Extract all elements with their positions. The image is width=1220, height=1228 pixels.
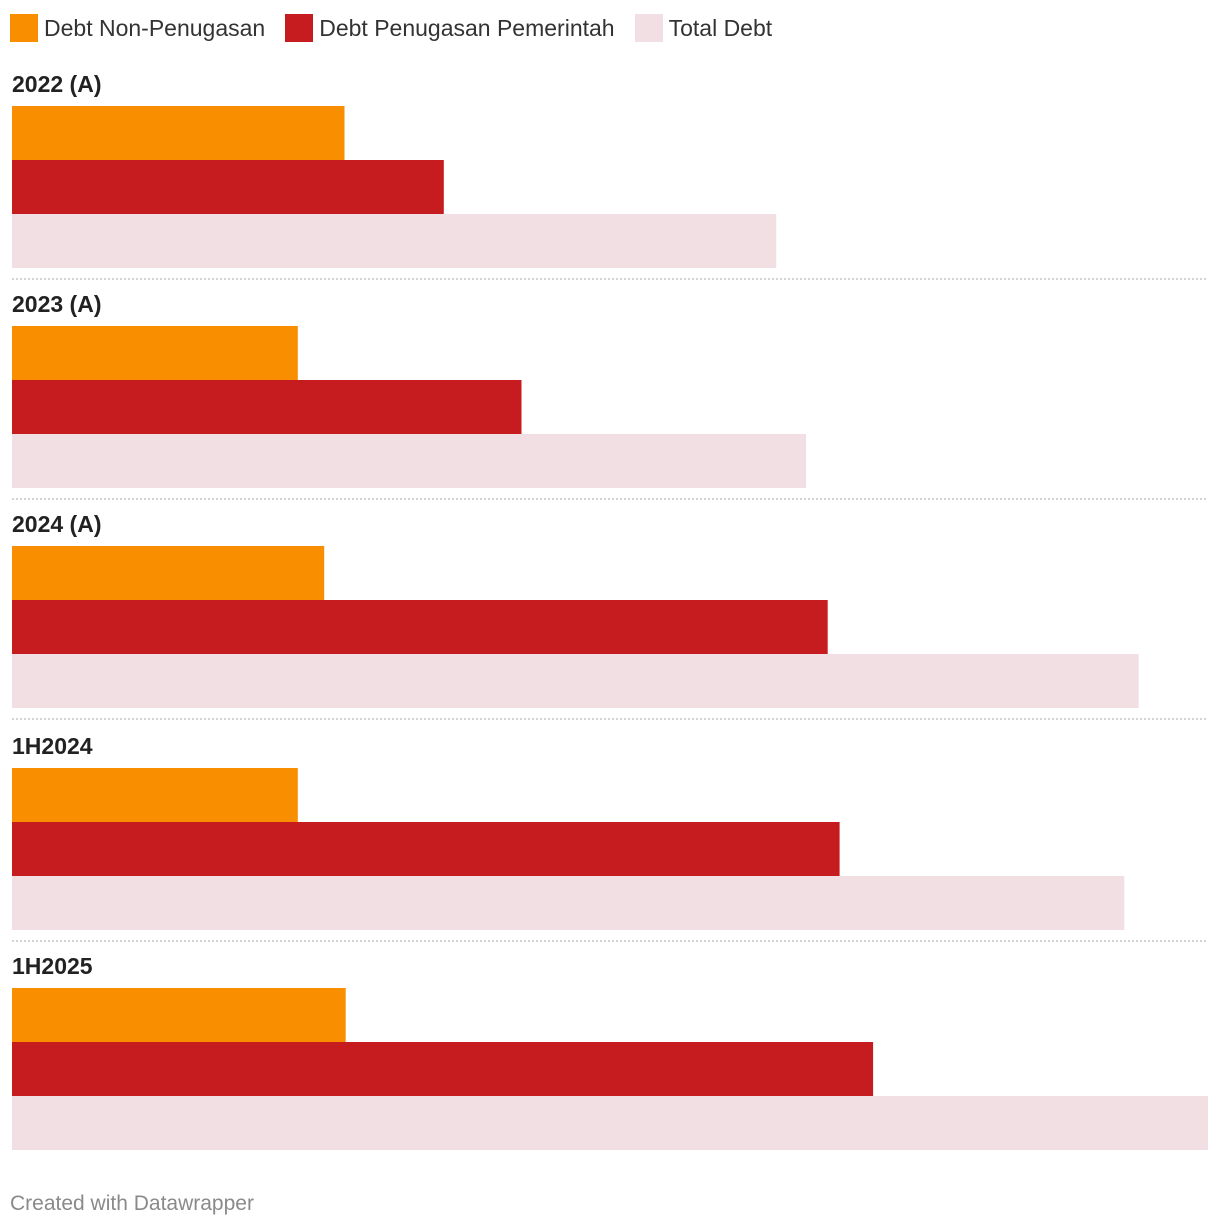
bar-debt-penugasan-pemerintah-1h2024	[12, 822, 840, 876]
legend-item-total-debt: Total Debt	[634, 14, 773, 42]
chart-legend: Debt Non-Penugasan Debt Penugasan Pemeri…	[10, 14, 792, 42]
bar-debt-non-penugasan-1h2024	[12, 768, 298, 822]
bar-chart: 2022 (A) 2023 (A) 2024 (A) 1H2024 1H2025	[12, 71, 1208, 1150]
legend-label-debt-non-penugasan: Debt Non-Penugasan	[44, 14, 266, 41]
bar-total-debt-2024-a	[12, 654, 1139, 708]
legend-swatch-total-debt	[634, 14, 663, 42]
bar-debt-non-penugasan-2022-a	[12, 106, 345, 160]
legend-label-debt-penugasan-pemerintah: Debt Penugasan Pemerintah	[319, 14, 615, 41]
bar-debt-penugasan-pemerintah-2022-a	[12, 160, 444, 214]
bar-total-debt-1h2024	[12, 876, 1125, 930]
bar-debt-penugasan-pemerintah-2024-a	[12, 600, 828, 654]
legend-swatch-debt-penugasan-pemerintah	[285, 14, 314, 42]
legend-label-total-debt: Total Debt	[668, 14, 773, 41]
bar-debt-penugasan-pemerintah-1h2025	[12, 1042, 874, 1096]
category-label-2023-a: 2023 (A)	[12, 291, 101, 317]
datawrapper-credit: Created with Datawrapper	[10, 1192, 254, 1215]
bar-total-debt-2022-a	[12, 214, 777, 268]
category-label-1h2024: 1H2024	[12, 733, 93, 759]
legend-swatch-debt-non-penugasan	[10, 14, 38, 42]
legend-item-debt-non-penugasan: Debt Non-Penugasan	[10, 14, 265, 42]
category-label-1h2025: 1H2025	[12, 953, 93, 979]
category-label-2022-a: 2022 (A)	[12, 71, 101, 97]
bar-total-debt-1h2025	[12, 1096, 1208, 1150]
bar-debt-non-penugasan-2024-a	[12, 546, 325, 600]
bar-debt-non-penugasan-1h2025	[12, 988, 346, 1042]
category-label-2024-a: 2024 (A)	[12, 511, 101, 537]
bar-total-debt-2023-a	[12, 434, 807, 488]
bar-debt-non-penugasan-2023-a	[12, 326, 298, 380]
bar-debt-penugasan-pemerintah-2023-a	[12, 380, 522, 434]
legend-item-debt-penugasan-pemerintah: Debt Penugasan Pemerintah	[285, 14, 615, 42]
